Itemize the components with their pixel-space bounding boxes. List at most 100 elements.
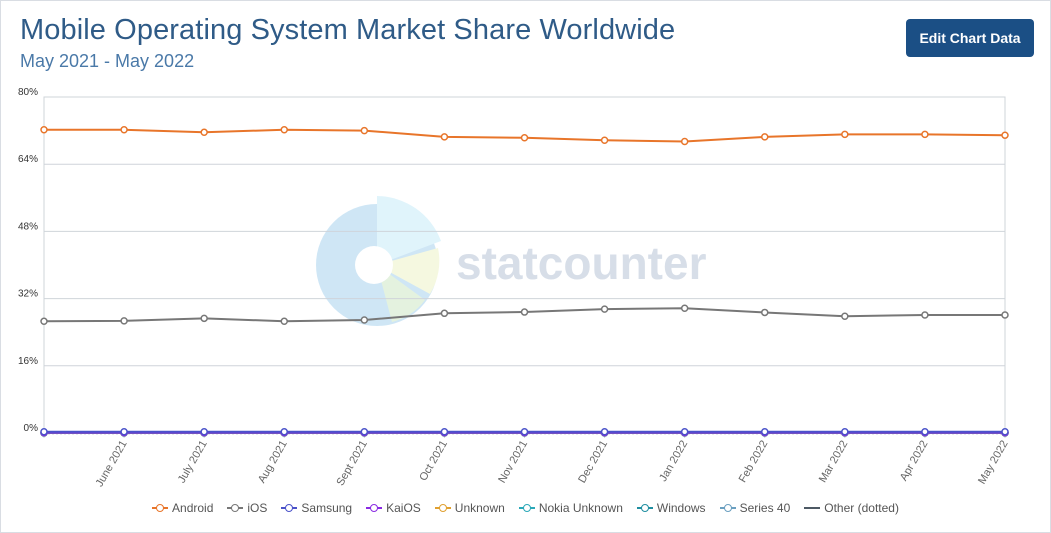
data-point-ios[interactable]: [680, 304, 689, 313]
legend-marker-line: [804, 507, 821, 509]
data-point-ios[interactable]: [841, 312, 849, 320]
data-point-samsung[interactable]: [40, 427, 48, 436]
legend-marker-dot: [156, 504, 165, 512]
legend-marker-dot: [640, 504, 649, 512]
data-point-samsung[interactable]: [440, 427, 449, 436]
legend-label: Nokia Unknown: [538, 501, 623, 515]
data-point-android[interactable]: [841, 130, 849, 139]
legend-marker: [636, 503, 653, 513]
legend-item-android[interactable]: Android: [152, 501, 213, 515]
date-range-subtitle: May 2021 - May 2022: [20, 51, 195, 71]
data-point-android[interactable]: [120, 126, 128, 134]
x-axis: June 2021 July 2021 Aug 2021 Sept 2021 Oct 2…: [43, 433, 1011, 489]
x-tick-label: Apr 2022: [898, 439, 931, 484]
x-tick-label: Aug 2021: [256, 439, 290, 486]
data-point-samsung[interactable]: [200, 427, 208, 436]
legend-marker: [281, 503, 298, 513]
y-tick-label: 80%: [18, 87, 38, 98]
data-point-ios[interactable]: [761, 308, 769, 317]
data-point-android[interactable]: [1001, 131, 1009, 139]
legend-label: Other (dotted): [824, 501, 899, 515]
data-point-ios[interactable]: [440, 309, 449, 318]
data-point-ios[interactable]: [360, 316, 369, 324]
legend-marker-dot: [438, 504, 447, 512]
data-point-android[interactable]: [280, 126, 288, 134]
page-title: Mobile Operating System Market Share Wor…: [20, 14, 676, 46]
legend-marker: [804, 503, 821, 513]
legend-marker-dot: [522, 504, 531, 512]
legend-item-other-dotted[interactable]: Other (dotted): [804, 501, 899, 515]
watermark-text: statcounter: [456, 237, 707, 289]
legend-label: Windows: [656, 501, 706, 515]
data-point-samsung[interactable]: [280, 427, 288, 436]
x-tick-label: July 2021: [176, 439, 210, 486]
data-point-android[interactable]: [40, 126, 48, 134]
edit-chart-data-button[interactable]: Edit Chart Data: [906, 19, 1034, 57]
data-point-samsung[interactable]: [680, 427, 689, 436]
data-point-android[interactable]: [440, 133, 449, 141]
watermark-pie-slice: [377, 248, 440, 294]
data-point-ios[interactable]: [280, 317, 288, 326]
legend-item-nokia-unknown[interactable]: Nokia Unknown: [518, 501, 623, 515]
legend-marker-dot: [231, 504, 240, 512]
data-point-samsung[interactable]: [600, 427, 609, 436]
y-tick-label: 64%: [18, 154, 38, 165]
y-tick-label: 0%: [24, 423, 39, 434]
data-point-ios[interactable]: [40, 317, 48, 326]
legend-label: Samsung: [301, 501, 353, 515]
y-tick-label: 16%: [18, 356, 38, 367]
legend-item-series-40[interactable]: Series 40: [719, 501, 791, 515]
x-tick-label: Nov 2021: [496, 439, 530, 486]
legend-label: iOS: [247, 501, 268, 515]
legend-marker: [227, 503, 244, 513]
data-point-samsung[interactable]: [520, 427, 529, 436]
data-point-android[interactable]: [680, 137, 689, 146]
legend-marker-dot: [723, 504, 732, 512]
legend-marker: [366, 503, 383, 513]
legend-item-ios[interactable]: iOS: [227, 501, 267, 515]
data-point-samsung[interactable]: [360, 427, 369, 436]
legend-marker-dot: [370, 504, 379, 512]
legend-item-samsung[interactable]: Samsung: [281, 501, 352, 515]
watermark-pie-slice: [377, 196, 441, 265]
x-tick-label: Dec 2021: [576, 439, 610, 486]
x-tick-label: Feb 2022: [737, 439, 771, 485]
legend-label: KaiOS: [386, 501, 421, 515]
legend-item-windows[interactable]: Windows: [636, 501, 706, 515]
x-tick-label: Mar 2022: [817, 439, 851, 485]
data-point-samsung[interactable]: [841, 427, 849, 436]
data-point-android[interactable]: [520, 133, 529, 142]
y-tick-label: 48%: [18, 221, 38, 232]
statcounter-watermark: statcounter: [316, 196, 707, 326]
legend-item-unknown[interactable]: Unknown: [434, 501, 505, 515]
data-point-ios[interactable]: [600, 305, 609, 313]
y-axis: 0% 16% 32% 48% 64% 80%: [18, 87, 38, 434]
data-point-samsung[interactable]: [761, 427, 769, 436]
x-tick-label: Jan 2022: [657, 439, 690, 484]
data-point-ios[interactable]: [1001, 311, 1009, 319]
chart-legend: Android iOS Samsung KaiOS Unknown Nokia Unkno…: [0, 498, 1051, 518]
legend-marker: [719, 503, 736, 513]
data-point-samsung[interactable]: [921, 427, 929, 436]
x-tick-label: May 2022: [976, 439, 1011, 487]
watermark-pie-slice: [377, 265, 425, 322]
data-point-samsung[interactable]: [1001, 427, 1009, 436]
data-point-ios[interactable]: [921, 311, 929, 319]
legend-label: Series 40: [739, 501, 791, 515]
x-tick-label: Oct 2021: [417, 439, 450, 484]
data-point-ios[interactable]: [520, 308, 529, 316]
data-point-android[interactable]: [360, 126, 369, 135]
data-point-android[interactable]: [600, 136, 609, 145]
legend-marker: [518, 503, 535, 513]
data-point-android[interactable]: [200, 128, 208, 137]
legend-item-kaios[interactable]: KaiOS: [366, 501, 421, 515]
data-point-ios[interactable]: [120, 317, 128, 325]
data-point-samsung[interactable]: [120, 427, 128, 436]
data-point-android[interactable]: [921, 130, 929, 139]
legend-marker-dot: [285, 504, 294, 512]
data-point-android[interactable]: [761, 133, 769, 141]
data-point-ios[interactable]: [200, 314, 208, 323]
legend-marker: [152, 503, 169, 513]
legend-label: Unknown: [454, 501, 505, 515]
